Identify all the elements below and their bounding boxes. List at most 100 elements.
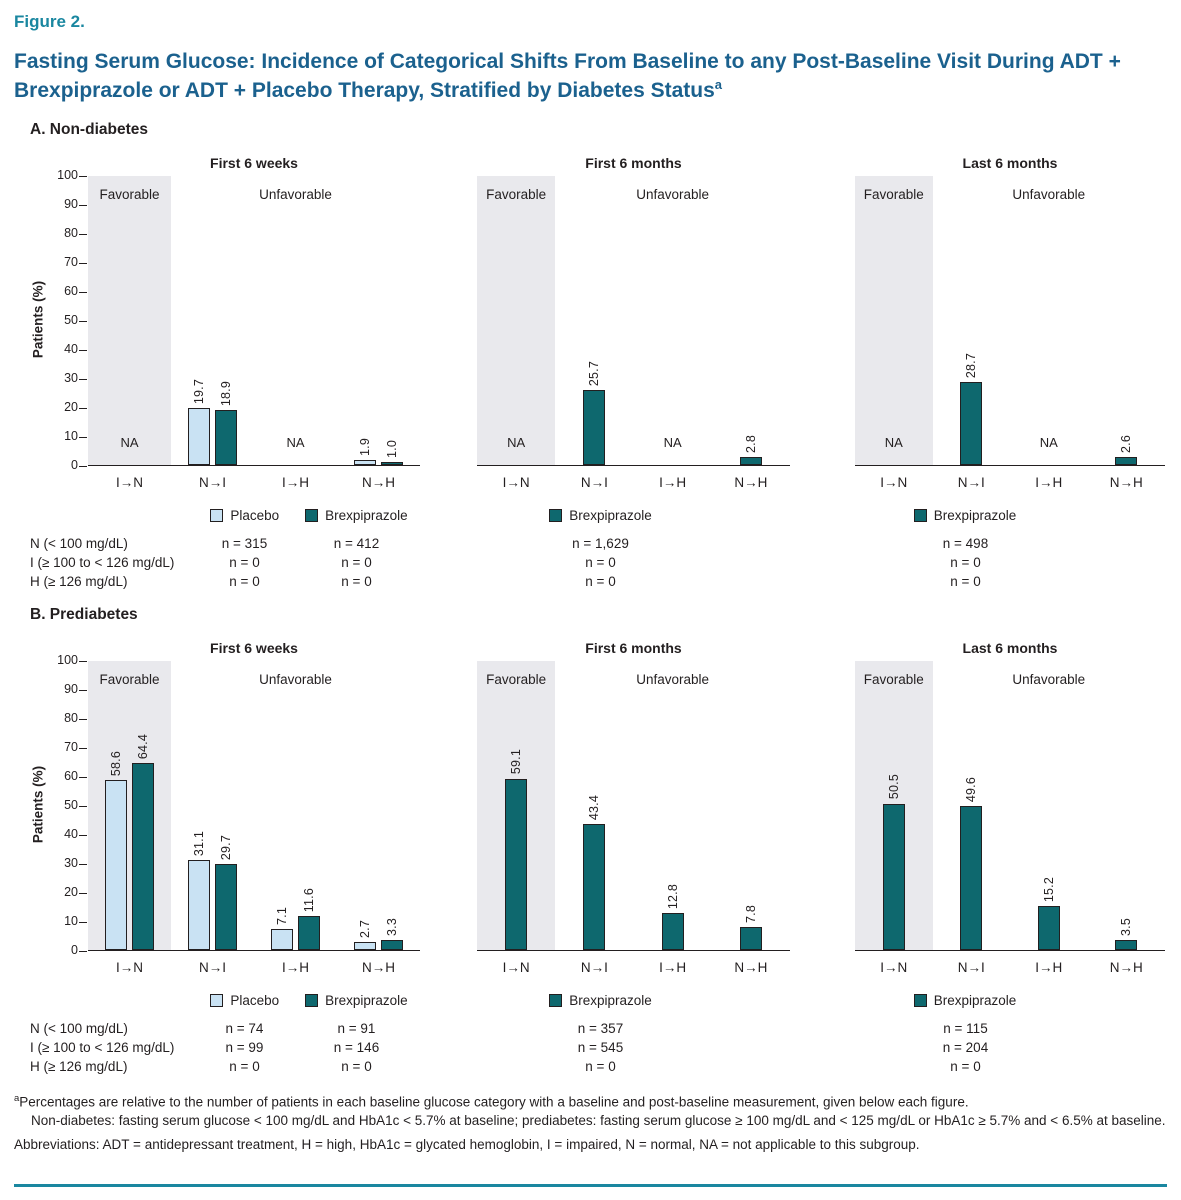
x-category-label: I→N <box>116 475 143 490</box>
bar-value-label: 2.7 <box>358 920 372 939</box>
bar-brexpiprazole <box>381 462 403 465</box>
n-value: n = 204 <box>942 1040 989 1055</box>
bar-value-label: 64.4 <box>136 734 150 760</box>
favorable-region-label: Favorable <box>486 187 547 202</box>
panel-label: A. Non-diabetes <box>30 121 148 138</box>
bar-value-label: 2.8 <box>743 434 758 453</box>
bar-value-label: 49.6 <box>964 777 979 803</box>
x-category-label: I→N <box>502 960 530 975</box>
legend: Brexpiprazole <box>810 508 1120 523</box>
legend-swatch <box>913 509 927 522</box>
footnote-superscript: a <box>14 1093 20 1104</box>
y-tick-mark <box>79 465 87 467</box>
n-value: n = 0 <box>229 1059 260 1074</box>
x-category-label: I→H <box>659 960 687 975</box>
x-category-label: N→H <box>1109 960 1143 975</box>
y-tick-mark <box>79 436 87 438</box>
bar-value-label: 59.1 <box>509 749 524 775</box>
plot-area: Favorable Unfavorable 19.7 18.9 1.9 1.0 NA NA <box>88 176 420 466</box>
bar-placebo <box>188 407 210 465</box>
legend: Placebo Brexpiprazole <box>143 993 475 1008</box>
legend-series-label: Brexpiprazole <box>933 993 1017 1008</box>
legend-item: Brexpiprazole <box>549 993 652 1008</box>
unfavorable-region-label: Unfavorable <box>636 187 710 202</box>
bar-value-label: 43.4 <box>587 795 602 821</box>
n-value: n = 115 <box>943 1021 988 1036</box>
plot-area: Favorable Unfavorable 58.6 64.4 31.1 29.7 7.1 1… <box>88 661 420 951</box>
n-row-label: H (≥ 126 mg/dL) <box>30 574 128 589</box>
favorable-band <box>88 661 171 950</box>
y-tick-mark <box>79 747 87 749</box>
bar-value-label: 2.6 <box>1119 435 1134 454</box>
y-tick-mark <box>79 950 87 952</box>
bar-brexpiprazole <box>1037 905 1060 950</box>
legend-series-label: Brexpiprazole <box>933 508 1017 523</box>
x-category-label: N→I <box>957 960 985 975</box>
favorable-region-label: Favorable <box>99 187 160 202</box>
bar-value-label: 3.5 <box>1119 917 1134 936</box>
bar-value-label: 15.2 <box>1041 876 1056 902</box>
legend-swatch <box>305 509 319 522</box>
legend-swatch <box>549 994 563 1007</box>
y-tick-mark <box>79 718 87 720</box>
n-value: n = 0 <box>341 555 372 570</box>
plot-area: Favorable Unfavorable 50.5 49.6 15.2 3.5 <box>855 661 1165 951</box>
n-row-label: I (≥ 100 to < 126 mg/dL) <box>30 555 175 570</box>
bar-brexpiprazole <box>132 763 154 950</box>
legend-item: Brexpiprazole <box>549 508 652 523</box>
figure-number-label: Figure 2. <box>14 12 85 31</box>
x-category-label: I→H <box>659 475 687 490</box>
unfavorable-region-label: Unfavorable <box>259 187 332 202</box>
bar-brexpiprazole <box>661 912 684 950</box>
na-label: NA <box>663 435 682 450</box>
favorable-band <box>88 176 171 465</box>
y-tick-label: 20 <box>64 885 78 899</box>
subchart-title: First 6 months <box>585 640 682 656</box>
bar-value-label: 3.3 <box>385 918 399 937</box>
bar-value-label: 12.8 <box>665 883 680 909</box>
legend-item: Brexpiprazole <box>913 993 1017 1008</box>
subchart-title: First 6 months <box>585 155 682 171</box>
na-label: NA <box>507 435 526 450</box>
legend-swatch <box>549 509 563 522</box>
n-value: n = 0 <box>585 574 616 589</box>
bar-brexpiprazole <box>215 410 237 465</box>
x-category-label: I→H <box>282 960 309 975</box>
bottom-rule <box>14 1184 1167 1187</box>
y-tick-label: 80 <box>64 711 78 725</box>
figure-title: Fasting Serum Glucose: Incidence of Cate… <box>14 48 1166 104</box>
bar-value-label: 19.7 <box>192 378 206 404</box>
x-category-label: N→H <box>734 475 768 490</box>
n-value: n = 0 <box>341 574 372 589</box>
x-category-label: N→I <box>199 475 226 490</box>
bar-value-label: 1.9 <box>358 437 372 456</box>
x-category-label: N→I <box>957 475 985 490</box>
x-category-label: I→H <box>282 475 309 490</box>
n-value: n = 498 <box>942 536 989 551</box>
footnote-line-2: Non-diabetes: fasting serum glucose < 10… <box>31 1113 1166 1129</box>
abbreviations-line: Abbreviations: ADT = antidepressant trea… <box>14 1136 920 1152</box>
legend-item: Placebo <box>210 993 279 1008</box>
y-tick-mark <box>79 805 87 807</box>
plot-area: Favorable Unfavorable 59.1 43.4 12.8 7.8 <box>477 661 790 951</box>
y-tick-mark <box>79 204 87 206</box>
unfavorable-region-label: Unfavorable <box>636 672 710 687</box>
y-tick-mark <box>79 892 87 894</box>
n-value: n = 357 <box>577 1021 624 1036</box>
x-category-label: N→H <box>1109 475 1143 490</box>
figure-title-text: Fasting Serum Glucose: Incidence of Cate… <box>14 50 1121 102</box>
x-category-label: I→H <box>1035 475 1063 490</box>
bar-brexpiprazole <box>583 390 606 465</box>
legend-item: Brexpiprazole <box>305 993 408 1008</box>
legend: Brexpiprazole <box>444 508 757 523</box>
legend-series-label: Placebo <box>230 993 280 1008</box>
bar-placebo <box>354 942 376 950</box>
y-tick-label: 30 <box>64 856 78 870</box>
favorable-region-label: Favorable <box>863 187 924 202</box>
plot-area: Favorable Unfavorable 25.7 2.8 NA NA <box>477 176 790 466</box>
n-value: n = 0 <box>950 574 981 589</box>
bar-brexpiprazole <box>381 940 403 950</box>
bar-value-label: 11.6 <box>302 888 316 913</box>
figure-header: Figure 2. Fasting Serum Glucose: Inciden… <box>14 12 1166 104</box>
